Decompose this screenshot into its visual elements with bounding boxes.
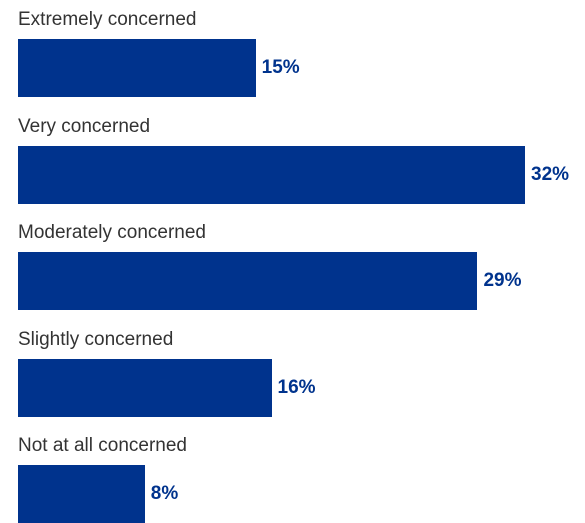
- value-label: 15%: [261, 57, 300, 78]
- value-label: 32%: [531, 163, 570, 185]
- bar: [18, 358, 272, 417]
- bar: [18, 465, 145, 523]
- value-label: 8%: [150, 483, 179, 504]
- category-label: Not at all concerned: [18, 435, 187, 456]
- category-label: Moderately concerned: [18, 222, 206, 243]
- bar: [18, 252, 478, 310]
- category-label: Slightly concerned: [18, 328, 174, 350]
- category-label: Extremely concerned: [18, 9, 197, 30]
- bar: [18, 39, 256, 97]
- category-label: Very concerned: [18, 115, 151, 137]
- bar: [18, 145, 525, 204]
- value-label: 16%: [277, 376, 316, 398]
- value-label: 29%: [483, 270, 522, 291]
